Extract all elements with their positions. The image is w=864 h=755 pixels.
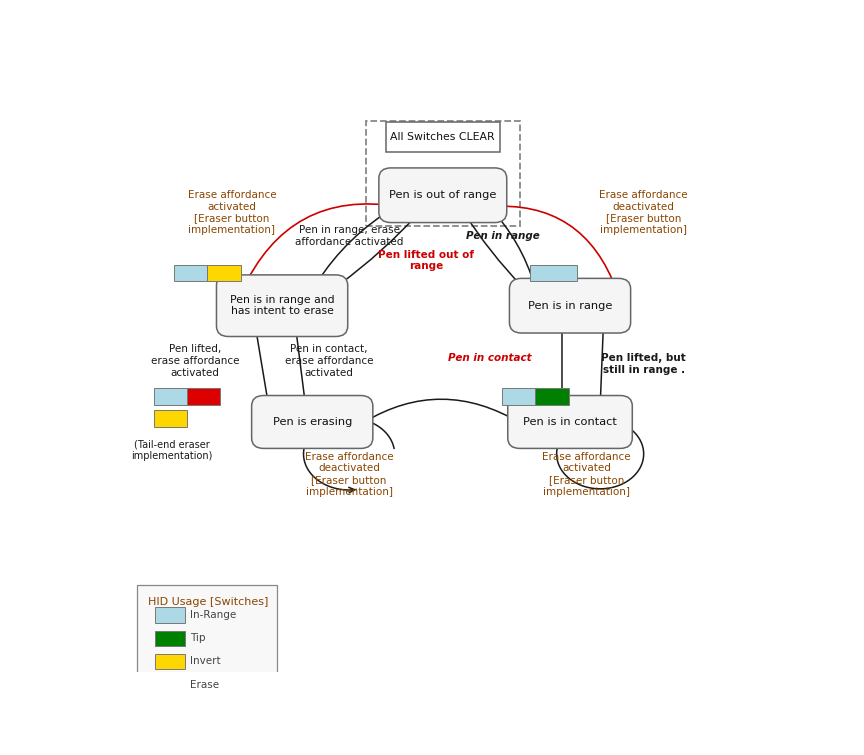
FancyBboxPatch shape: [217, 275, 347, 337]
Text: Erase affordance
deactivated
[Eraser button
implementation]: Erase affordance deactivated [Eraser but…: [600, 190, 688, 235]
Bar: [535, 388, 569, 405]
Bar: [502, 388, 535, 405]
FancyBboxPatch shape: [385, 122, 500, 153]
Text: Erase affordance
activated
[Eraser button
implementation]: Erase affordance activated [Eraser butto…: [187, 190, 276, 235]
Text: HID Usage [Switches]: HID Usage [Switches]: [149, 597, 269, 607]
Bar: [154, 388, 187, 405]
Text: Pen in contact,
erase affordance
activated: Pen in contact, erase affordance activat…: [285, 344, 373, 378]
Text: Pen is in range and
has intent to erase: Pen is in range and has intent to erase: [230, 295, 334, 316]
Text: Erase: Erase: [190, 680, 219, 690]
Bar: [530, 265, 576, 282]
Text: Tip: Tip: [190, 633, 206, 643]
Text: Erase affordance
activated
[Eraser button
implementation]: Erase affordance activated [Eraser butto…: [543, 452, 631, 497]
Text: Pen lifted, but
still in range .: Pen lifted, but still in range .: [601, 353, 686, 374]
FancyBboxPatch shape: [251, 396, 373, 448]
Text: In-Range: In-Range: [190, 610, 237, 620]
Bar: [155, 654, 185, 669]
Text: Pen lifted,
erase affordance
activated: Pen lifted, erase affordance activated: [151, 344, 239, 378]
Text: Pen in range, erase
affordance activated: Pen in range, erase affordance activated: [295, 225, 403, 247]
Text: Erase affordance
deactivated
[Eraser button
implementation]: Erase affordance deactivated [Eraser but…: [305, 452, 393, 497]
FancyBboxPatch shape: [365, 122, 520, 226]
Text: Pen in range: Pen in range: [467, 231, 540, 241]
Bar: [155, 608, 185, 623]
Text: Pen lifted out of
range: Pen lifted out of range: [378, 250, 474, 271]
Bar: [155, 677, 185, 692]
Bar: [187, 388, 220, 405]
Bar: [207, 265, 240, 282]
Text: Invert: Invert: [190, 657, 221, 667]
Bar: [155, 630, 185, 646]
Bar: [154, 411, 187, 427]
Text: Pen is erasing: Pen is erasing: [272, 417, 352, 427]
Text: All Switches CLEAR: All Switches CLEAR: [391, 132, 495, 142]
Text: (Tail-end eraser
implementation): (Tail-end eraser implementation): [131, 439, 213, 461]
FancyBboxPatch shape: [510, 279, 631, 333]
Text: Pen is in range: Pen is in range: [528, 300, 613, 311]
Text: Pen in contact: Pen in contact: [448, 353, 531, 363]
Text: Pen is in contact: Pen is in contact: [523, 417, 617, 427]
FancyBboxPatch shape: [508, 396, 632, 448]
FancyBboxPatch shape: [137, 584, 277, 701]
FancyBboxPatch shape: [378, 168, 507, 223]
Text: Pen is out of range: Pen is out of range: [389, 190, 497, 200]
Bar: [174, 265, 207, 282]
